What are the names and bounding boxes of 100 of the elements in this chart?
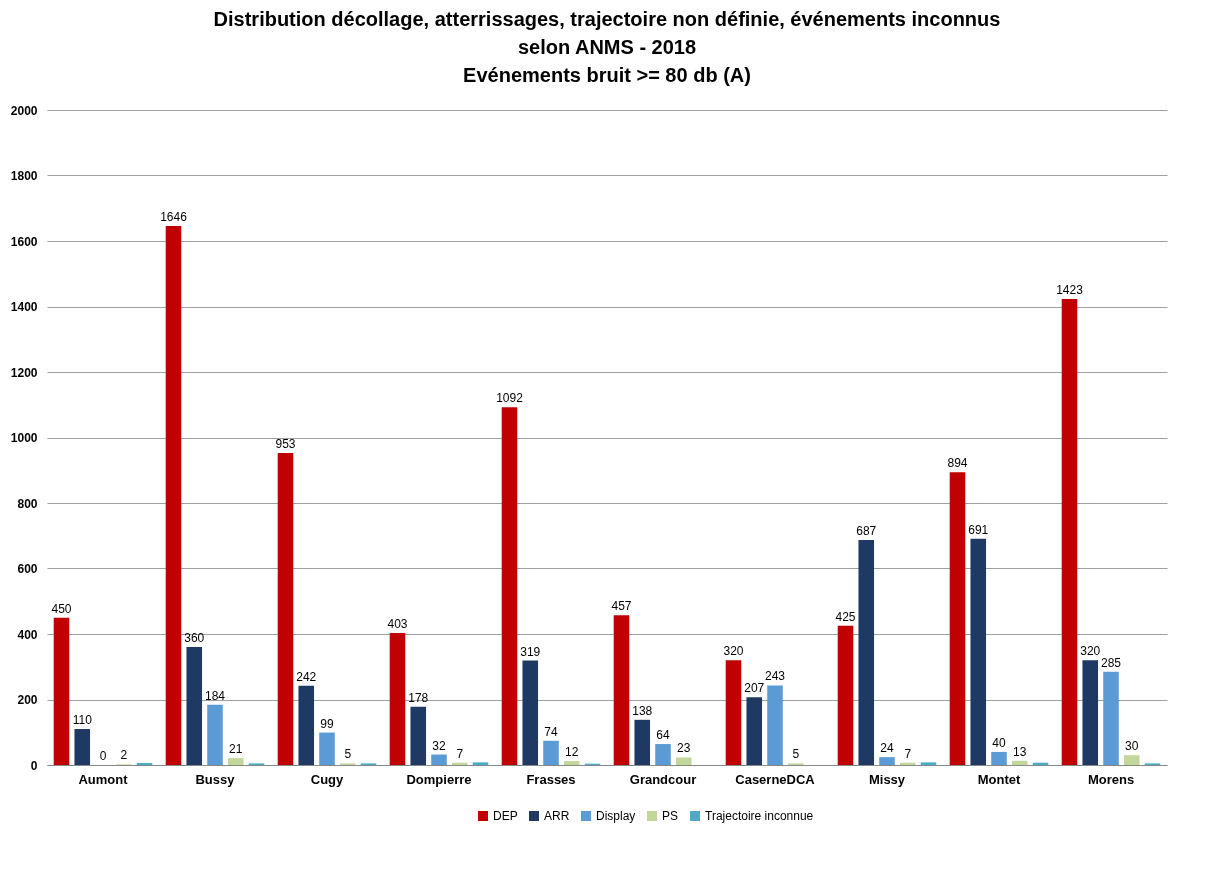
bar (970, 538, 987, 765)
bar (227, 758, 244, 765)
x-tick-label: Bussy (195, 771, 236, 787)
bar (837, 625, 854, 765)
data-label: 178 (408, 690, 429, 705)
data-label: 184 (204, 688, 226, 703)
data-label: 5 (344, 747, 352, 762)
data-label: 319 (520, 644, 541, 659)
y-tick-label: 1200 (10, 365, 38, 380)
chart-title: Distribution décollage, atterrissages, trajectoire non définie, événements inconnus selon ANMS - 2018 Evénements bruit >= 80 db (A) (213, 8, 1001, 86)
x-tick-label: Montet (977, 771, 1021, 787)
y-tick-label: 1800 (10, 169, 38, 183)
data-label: 953 (275, 436, 296, 451)
bar (1123, 755, 1140, 765)
bar (725, 660, 742, 765)
x-tick-label: Grandcour (629, 771, 697, 787)
x-tick-label: Cugy (310, 771, 345, 787)
bar (74, 728, 91, 765)
x-tick-label: Missy (868, 771, 906, 787)
bar (746, 697, 763, 765)
bar (165, 225, 182, 765)
data-label: 32 (432, 738, 446, 753)
data-label: 1092 (496, 391, 524, 406)
bar (522, 660, 539, 765)
x-tick-label: Frasses (526, 771, 576, 787)
y-tick-label: 600 (17, 562, 38, 576)
bar (1103, 671, 1119, 765)
data-label: 7 (904, 746, 912, 761)
data-label: 13 (1013, 744, 1027, 759)
bar (1061, 298, 1078, 765)
bar (879, 757, 895, 765)
data-label: 285 (1100, 655, 1122, 670)
bar (1011, 760, 1028, 765)
legend-label: DEP (493, 809, 518, 823)
bar (991, 751, 1007, 765)
data-label: 40 (992, 735, 1006, 750)
legend-label: Trajectoire inconnue (705, 809, 814, 823)
data-label: 1646 (160, 209, 188, 224)
data-label: 2 (120, 748, 128, 763)
bar (613, 615, 630, 765)
data-label: 12 (565, 745, 579, 760)
data-label: 64 (656, 728, 670, 743)
bar (767, 685, 783, 765)
bar (472, 762, 489, 765)
data-label: 1423 (1056, 282, 1084, 297)
y-tick-label: 0 (30, 758, 38, 773)
y-tick-label: 2000 (10, 103, 38, 118)
x-tick-label: Morens (1087, 771, 1135, 787)
y-tick-label: 1600 (10, 234, 38, 249)
bar (949, 472, 966, 765)
data-label: 403 (387, 617, 408, 632)
data-label: 450 (51, 601, 72, 616)
data-label: 687 (856, 524, 877, 539)
data-label: 5 (792, 747, 800, 762)
data-label: 360 (184, 631, 205, 646)
bar (389, 633, 406, 765)
bar (410, 706, 427, 765)
data-label: 0 (99, 749, 107, 763)
y-tick-label: 1000 (10, 431, 38, 445)
data-label: 242 (296, 669, 317, 684)
data-label: 207 (744, 681, 765, 696)
data-label: 74 (544, 724, 558, 739)
legend-label: ARR (544, 809, 570, 823)
bar (543, 740, 559, 765)
bar (675, 757, 692, 765)
x-tick-label: CaserneDCA (735, 771, 816, 787)
data-label: 320 (1080, 644, 1101, 659)
bar (655, 744, 671, 765)
data-label: 23 (677, 741, 691, 756)
bar (319, 732, 335, 765)
data-label: 30 (1125, 739, 1139, 754)
bar (634, 719, 651, 765)
bar (920, 762, 937, 765)
bar (1082, 660, 1099, 765)
bar (501, 407, 518, 765)
data-label: 894 (947, 456, 968, 471)
data-label: 691 (968, 522, 989, 537)
y-tick-label: 1400 (10, 300, 38, 314)
data-label: 24 (880, 741, 894, 756)
legend-label: Display (596, 809, 636, 823)
data-label: 99 (320, 716, 334, 731)
x-tick-label: Aumont (78, 771, 129, 787)
bar (186, 647, 203, 765)
bar (277, 452, 294, 765)
bar (563, 761, 580, 765)
legend-label: PS (662, 809, 679, 823)
data-label: 110 (72, 712, 93, 727)
data-label: 7 (456, 746, 464, 761)
bar (431, 754, 447, 765)
x-tick-label: Dompierre (406, 771, 472, 787)
data-label: 320 (723, 644, 744, 659)
bar (858, 540, 875, 765)
y-tick-label: 200 (17, 693, 38, 707)
data-label: 138 (632, 703, 653, 718)
bar (53, 617, 70, 765)
y-tick-label: 400 (17, 627, 38, 642)
y-tick-label: 800 (17, 496, 38, 511)
data-label: 243 (764, 669, 786, 684)
data-label: 457 (611, 599, 632, 614)
data-label: 21 (229, 742, 243, 757)
